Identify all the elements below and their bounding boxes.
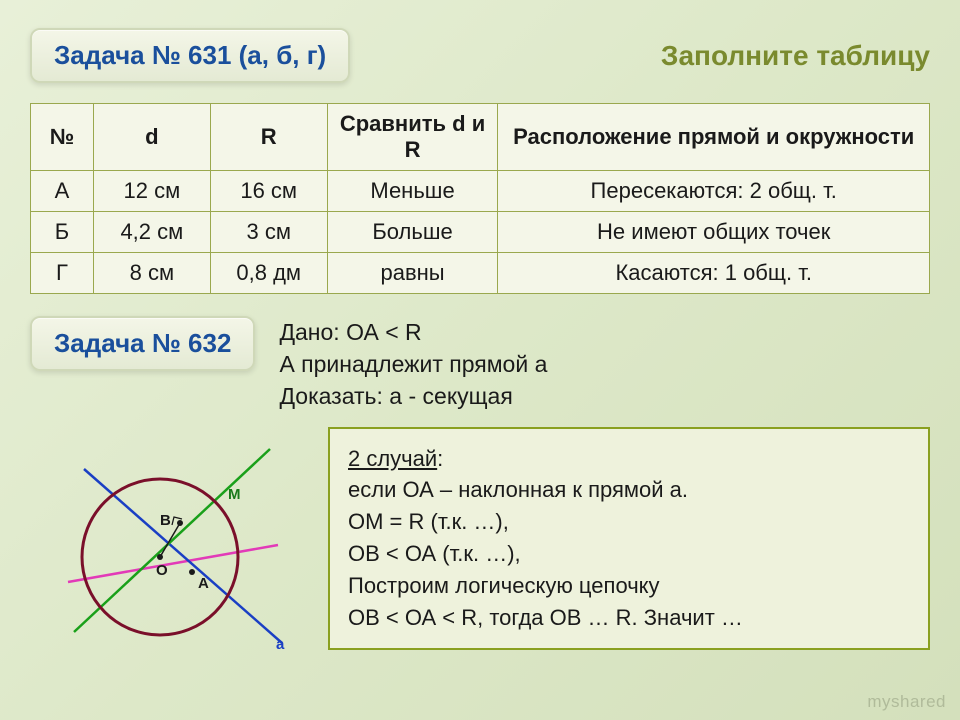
given-line: Доказать: а - секущая [279,380,547,412]
table-header: R [210,104,327,171]
case2-line: ОВ < ОА (т.к. …), [348,541,521,566]
table-header: Сравнить d и R [327,104,498,171]
given-line: Дано: ОА < R [279,316,547,348]
table-cell: 16 см [210,171,327,212]
table-row: А12 см16 смМеньшеПересекаются: 2 общ. т. [31,171,930,212]
table-cell: 12 см [93,171,210,212]
task-632-badge: Задача № 632 [30,316,255,371]
case2-line: Построим логическую цепочку [348,573,660,598]
table-cell: Г [31,253,94,294]
table-cell: 8 см [93,253,210,294]
table-cell: равны [327,253,498,294]
table-cell: 0,8 дм [210,253,327,294]
table-cell: Касаются: 1 общ. т. [498,253,930,294]
svg-text:M: M [228,486,241,503]
task-631-badge: Задача № 631 (а, б, г) [30,28,350,83]
table-cell: Не имеют общих точек [498,212,930,253]
given-block: Дано: ОА < R А принадлежит прямой а Дока… [279,316,547,413]
given-line: А принадлежит прямой а [279,348,547,380]
table-header: d [93,104,210,171]
table-cell: Пересекаются: 2 общ. т. [498,171,930,212]
table-cell: Б [31,212,94,253]
table-row: Г8 см0,8 дмравныКасаются: 1 общ. т. [31,253,930,294]
svg-text:B: B [160,512,171,529]
geometry-diagram: O A B Ma [30,427,310,657]
case2-line: если ОА – наклонная к прямой а. [348,477,688,502]
table-cell: Меньше [327,171,498,212]
table-header: Расположение прямой и окружности [498,104,930,171]
table-cell: 4,2 см [93,212,210,253]
table-header: № [31,104,94,171]
svg-text:a: a [276,636,285,653]
table-cell: А [31,171,94,212]
svg-text:A: A [198,575,209,592]
fill-table-title: Заполните таблицу [661,40,930,72]
table-cell: 3 см [210,212,327,253]
case2-line: ОВ < ОА < R, тогда ОВ … R. Значит … [348,605,743,630]
case2-title: 2 случай [348,446,437,471]
case2-line: ОМ = R (т.к. …), [348,509,509,534]
case2-box: 2 случай: если ОА – наклонная к прямой а… [328,427,930,650]
table-row: Б4,2 см3 смБольшеНе имеют общих точек [31,212,930,253]
comparison-table: №dRСравнить d и RРасположение прямой и о… [30,103,930,294]
svg-text:O: O [156,562,168,579]
table-cell: Больше [327,212,498,253]
watermark: myshared [867,692,946,712]
